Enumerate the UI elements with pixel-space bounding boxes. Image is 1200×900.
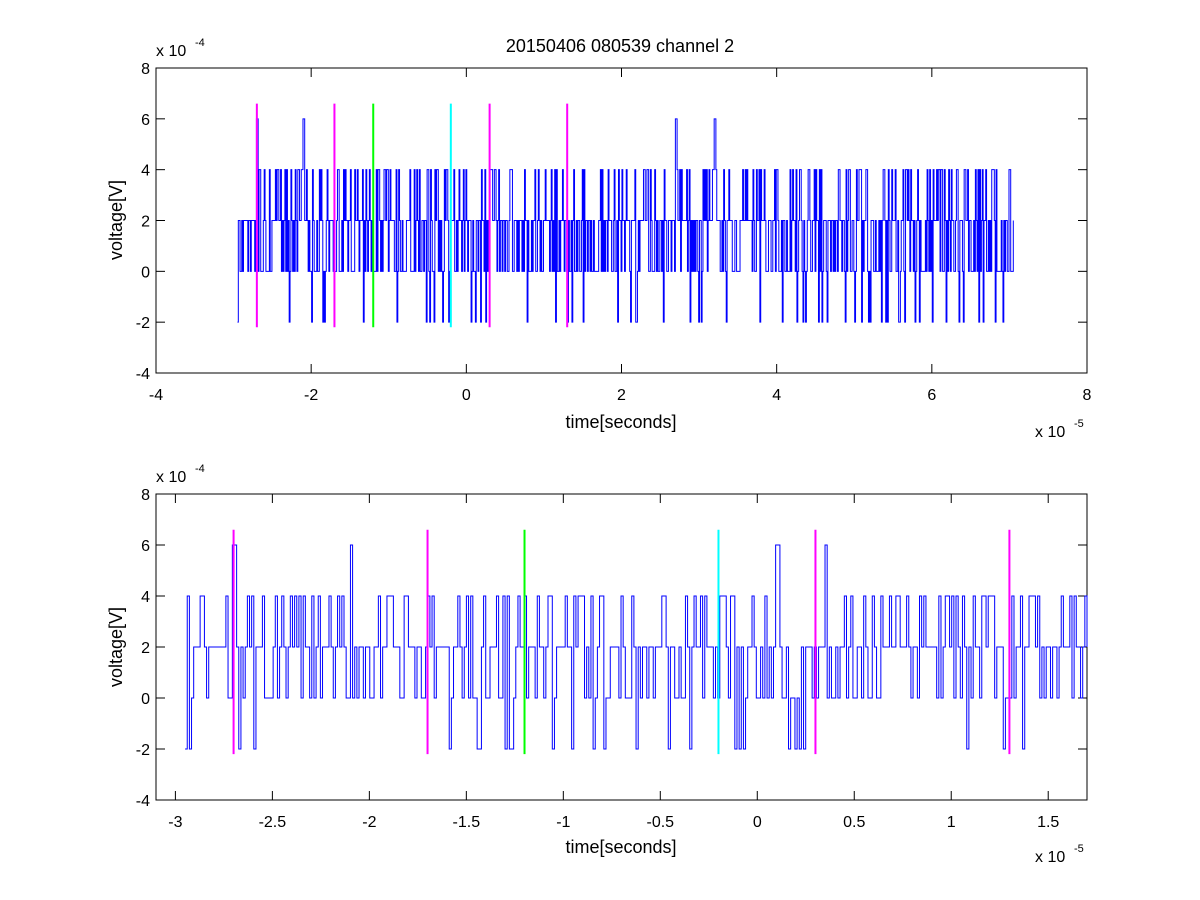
bottom-x-tick-label: -2.5 [259, 814, 287, 831]
top-marker-layer [255, 103, 569, 328]
bottom-y-tick-label: -2 [136, 742, 150, 759]
top-y-exponent: x 10 -4 [156, 37, 205, 60]
top-x-tick-label: -4 [149, 387, 163, 404]
bottom-y-tick-label: -4 [136, 793, 150, 810]
top-x-axis-label: time[seconds] [565, 412, 676, 432]
top-x-tick-label: 2 [617, 387, 626, 404]
top-signal-layer [237, 118, 1014, 323]
bottom-y-axis-label: voltage[V] [106, 607, 126, 687]
top-x-tick-label: 0 [462, 387, 471, 404]
bottom-x-tick-label: 0.5 [843, 814, 865, 831]
top-x-tick-label: 8 [1083, 387, 1092, 404]
top-y-tick-label: 0 [141, 264, 150, 281]
top-y-axis-label: voltage[V] [106, 180, 126, 260]
bottom-y-exponent-base: x 10 [156, 469, 186, 486]
bottom-x-exponent-power: -5 [1074, 843, 1084, 855]
top-x-tick-label: 6 [927, 387, 936, 404]
bottom-x-exponent: x 10 -5 [1035, 843, 1084, 866]
top-axes: -4 -2 0 2 4 6 8 -4 -2 0 2 4 6 8 time[seconds] voltage… [106, 37, 1092, 441]
bottom-x-tick-label: 0 [753, 814, 762, 831]
top-x-exponent-power: -5 [1074, 418, 1084, 430]
top-x-tick-label: 4 [772, 387, 781, 404]
top-y-tick-label: 6 [141, 112, 150, 129]
top-y-tick-label: -4 [136, 366, 150, 383]
top-y-exponent-power: -4 [195, 37, 205, 49]
bottom-y-tick-label: 0 [141, 691, 150, 708]
bottom-y-exponent-power: -4 [195, 463, 205, 475]
bottom-x-tick-label: -1.5 [453, 814, 481, 831]
bottom-signal-layer [185, 544, 1088, 750]
top-y-tick-label: 8 [141, 61, 150, 78]
bottom-axes: -3 -2.5 -2 -1.5 -1 -0.5 0 0.5 1 1.5 -4 -2 0 2 4 6 8 time… [106, 463, 1088, 866]
bottom-x-axis-label: time[seconds] [565, 837, 676, 857]
top-y-exponent-base: x 10 [156, 43, 186, 60]
bottom-y-tick-label: 2 [141, 640, 150, 657]
bottom-marker-layer [232, 529, 1011, 755]
bottom-voltage-trace [185, 544, 1088, 750]
bottom-x-tick-label: -1 [556, 814, 570, 831]
bottom-y-exponent: x 10 -4 [156, 463, 205, 486]
top-x-tick-label: -2 [304, 387, 318, 404]
top-ticks: -4 -2 0 2 4 6 8 -4 -2 0 2 4 6 8 [136, 61, 1092, 404]
top-x-exponent-base: x 10 [1035, 424, 1065, 441]
bottom-y-tick-label: 6 [141, 538, 150, 555]
bottom-x-tick-label: 1.5 [1037, 814, 1059, 831]
chart-title: 20150406 080539 channel 2 [506, 36, 734, 56]
bottom-x-tick-label: -3 [168, 814, 182, 831]
top-y-tick-label: -2 [136, 315, 150, 332]
top-y-tick-label: 4 [141, 163, 150, 180]
top-x-exponent: x 10 -5 [1035, 418, 1084, 441]
top-voltage-trace [237, 118, 1014, 323]
bottom-x-tick-label: -0.5 [647, 814, 675, 831]
bottom-x-tick-label: 1 [947, 814, 956, 831]
bottom-y-tick-label: 4 [141, 589, 150, 606]
bottom-x-tick-label: -2 [362, 814, 376, 831]
bottom-ticks: -3 -2.5 -2 -1.5 -1 -0.5 0 0.5 1 1.5 -4 -2 0 2 4 6 8 [136, 487, 1087, 831]
bottom-y-tick-label: 8 [141, 487, 150, 504]
bottom-x-exponent-base: x 10 [1035, 849, 1065, 866]
top-y-tick-label: 2 [141, 214, 150, 231]
